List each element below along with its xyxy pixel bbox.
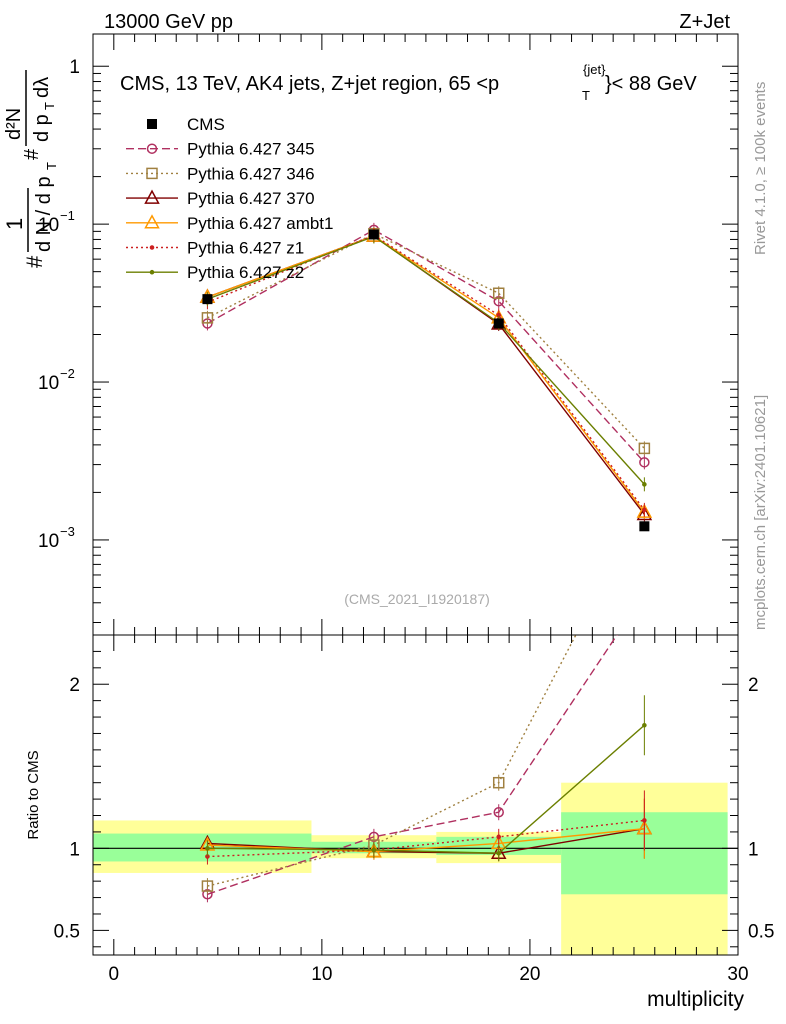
- ratio-ytick-label-left-2: 2: [69, 675, 80, 696]
- ratio-xtick-label-1: 10: [311, 964, 332, 985]
- legend-marker-z1: [149, 245, 155, 250]
- ratio-ytick-label-right-0: 0.5: [748, 921, 774, 942]
- ratio-series: [199, 589, 653, 903]
- ratio-ytick-label-right-2: 2: [748, 675, 759, 696]
- legend-label-cms: CMS: [187, 115, 225, 134]
- main-ytick-exp-1: −2: [60, 366, 75, 381]
- cms-marker-1: [368, 229, 379, 240]
- ratio-marker-z2-0: [205, 846, 210, 851]
- ratio-ylabel: Ratio to CMS: [25, 750, 42, 839]
- main-marker-p345-3: [639, 457, 650, 468]
- main-ytick-label-0: 10: [38, 531, 59, 552]
- main-marker-ambt1-3: [636, 503, 653, 518]
- main-ytick-label-3: 1: [69, 57, 80, 78]
- ratio-marker-p345-2: [493, 806, 504, 818]
- main-marker-p346-0: [201, 312, 214, 324]
- main-line-p346: [207, 232, 645, 449]
- axis-ticks: 10 −310 −210 −110 10 20 300.5 0.51 12 2: [38, 34, 774, 985]
- cms-marker-2: [493, 318, 504, 329]
- main-marker-p370-3: [636, 505, 653, 521]
- ratio-ytick-label-right-1: 1: [748, 839, 759, 860]
- rivet-label: Rivet 4.1.0, ≥ 100k events: [752, 82, 769, 255]
- legend-label-z1: Pythia 6.427 z1: [187, 239, 304, 258]
- header-energy: 13000 GeV pp: [104, 11, 233, 33]
- ratio-uncertainty-bands: [93, 782, 738, 955]
- title-end: }< 88 GeV: [605, 73, 697, 95]
- ratio-marker-p346-2: [492, 776, 505, 789]
- ratio-line-ambt1: [207, 827, 645, 853]
- legend-marker-z2: [149, 269, 155, 275]
- main-ytick-exp-2: −1: [60, 208, 75, 223]
- ylabel-one: 1: [2, 218, 27, 230]
- main-line-ambt1: [207, 235, 645, 513]
- main-series: [199, 222, 653, 532]
- ratio-marker-z2-2: [496, 850, 502, 856]
- legend-marker-ambt1: [144, 214, 160, 229]
- ratio-marker-p345-3: [640, 589, 649, 598]
- svg-text:CMS, 13 TeV, AK4 jets, Z+jet r: CMS, 13 TeV, AK4 jets, Z+jet region, 65 …: [120, 73, 499, 95]
- legend-marker-p346: [146, 167, 158, 180]
- ratio-xtick-label-3: 30: [727, 964, 748, 985]
- legend-label-ambt1: Pythia 6.427 ambt1: [187, 214, 333, 233]
- ratio-marker-z2-3: [642, 722, 647, 728]
- chart-title: CMS, 13 TeV, AK4 jets, Z+jet region, 65 …: [120, 62, 697, 103]
- analysis-id: (CMS_2021_I1920187): [344, 591, 490, 607]
- ratio-xtick-label-0: 0: [109, 964, 120, 985]
- ylabel-sharp-mid: #: [21, 148, 43, 160]
- main-ytick-label-2: 10: [38, 215, 59, 236]
- main-ytick-exp-0: −3: [60, 524, 75, 539]
- main-ylabel: # 1 d N / d p T # d²N d p T dλ: [2, 70, 59, 268]
- legend-marker-p345: [146, 143, 158, 154]
- legend-label-p370: Pythia 6.427 370: [187, 189, 315, 208]
- ratio-line-p346: [207, 635, 577, 887]
- legend-marker-cms: [147, 119, 157, 129]
- title-sup: {jet}: [583, 62, 606, 77]
- ratio-marker-z1-2: [496, 834, 502, 840]
- ylabel-sub-t: T: [44, 162, 59, 170]
- cms-marker-0: [202, 294, 213, 305]
- title-sub: T: [582, 88, 590, 103]
- mcplots-label: mcplots.cern.ch [arXiv:2401.10621]: [752, 395, 769, 630]
- ylabel-sharp-left: #: [22, 255, 47, 268]
- ratio-xtick-label-2: 20: [519, 964, 540, 985]
- main-ytick-label-1: 10: [38, 373, 59, 394]
- ylabel-dlambda: dλ: [31, 77, 53, 98]
- ratio-marker-z2-1: [371, 847, 377, 853]
- cms-marker-3: [639, 521, 650, 532]
- legend-label-p346: Pythia 6.427 346: [187, 164, 315, 183]
- main-marker-z1-3: [642, 507, 647, 513]
- legend-label-p345: Pythia 6.427 345: [187, 140, 315, 159]
- ratio-line-p370: [207, 827, 645, 854]
- legend: CMS Pythia 6.427 345 Pythia 6.427 346 Pythi…: [126, 115, 333, 282]
- ratio-ytick-label-left-1: 1: [69, 839, 80, 860]
- header-process: Z+Jet: [679, 11, 730, 33]
- ratio-marker-z1-3: [642, 818, 647, 823]
- title-main: CMS, 13 TeV, AK4 jets, Z+jet region, 65 …: [120, 73, 499, 95]
- ratio-frame: [92, 634, 739, 956]
- ylabel-d2n: d²N: [3, 108, 25, 140]
- main-marker-z2-3: [642, 482, 647, 487]
- ylabel-dpt: d p: [31, 114, 53, 142]
- ratio-marker-p346-0: [201, 880, 214, 892]
- ylabel-dn-dpt: d N / d p: [33, 176, 55, 252]
- ratio-ytick-label-left-0: 0.5: [54, 921, 80, 942]
- main-line-z2: [207, 235, 645, 485]
- ratio-line-z2: [207, 724, 645, 854]
- ylabel-sub-t2: T: [42, 102, 57, 110]
- main-marker-p346-2: [492, 287, 505, 299]
- ratio-line-z1: [207, 819, 645, 858]
- legend-marker-p370: [144, 189, 160, 204]
- legend-label-z2: Pythia 6.427 z2: [187, 263, 304, 282]
- x-axis-label: multiplicity: [647, 988, 744, 1011]
- main-marker-p346-3: [638, 442, 651, 455]
